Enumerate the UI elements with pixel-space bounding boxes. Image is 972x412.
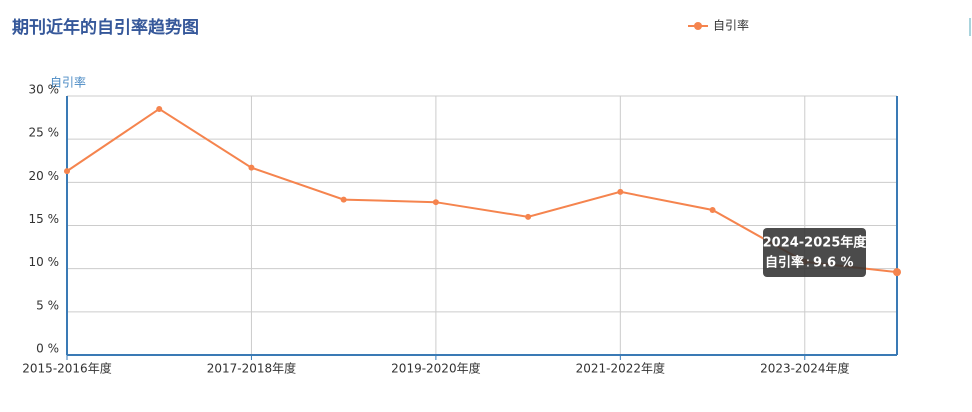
legend-label: 自引率 [713,18,749,33]
chart-title: 期刊近年的自引率趋势图 [12,17,199,38]
point [617,188,624,195]
x-tick-label: 2023-2024年度 [760,361,849,376]
x-tick-label: 2017-2018年度 [207,361,296,376]
x-tick-label: 2019-2020年度 [391,361,480,376]
x-tick-label: 2021-2022年度 [576,361,665,376]
point [340,196,347,203]
tooltip-sep: : [806,256,810,271]
tooltip-title: 2024-2025年度 [763,235,868,251]
tooltip [763,228,866,277]
y-tick-label: 25 % [29,126,60,140]
point [709,206,716,213]
y-tick-label: 30 % [29,83,60,97]
point [64,168,70,175]
tooltip-name: 自引率 [765,255,804,271]
y-tick-label: 10 % [29,255,60,269]
series-line [66,107,898,274]
y-tick-label: 0 % [36,342,59,356]
x-tick-label: 2015-2016年度 [22,361,111,376]
y-tick-label: 20 % [29,169,60,183]
point [893,268,901,277]
y-tick-label: 15 % [29,212,60,226]
point [525,213,532,220]
tooltip-value: 9.6 % [813,256,854,271]
point [432,199,439,206]
legend-marker [694,22,702,30]
y-axis-label: 自引率 [50,75,86,90]
point [156,105,163,112]
y-tick-label: 5 % [36,298,59,312]
point [248,164,255,171]
